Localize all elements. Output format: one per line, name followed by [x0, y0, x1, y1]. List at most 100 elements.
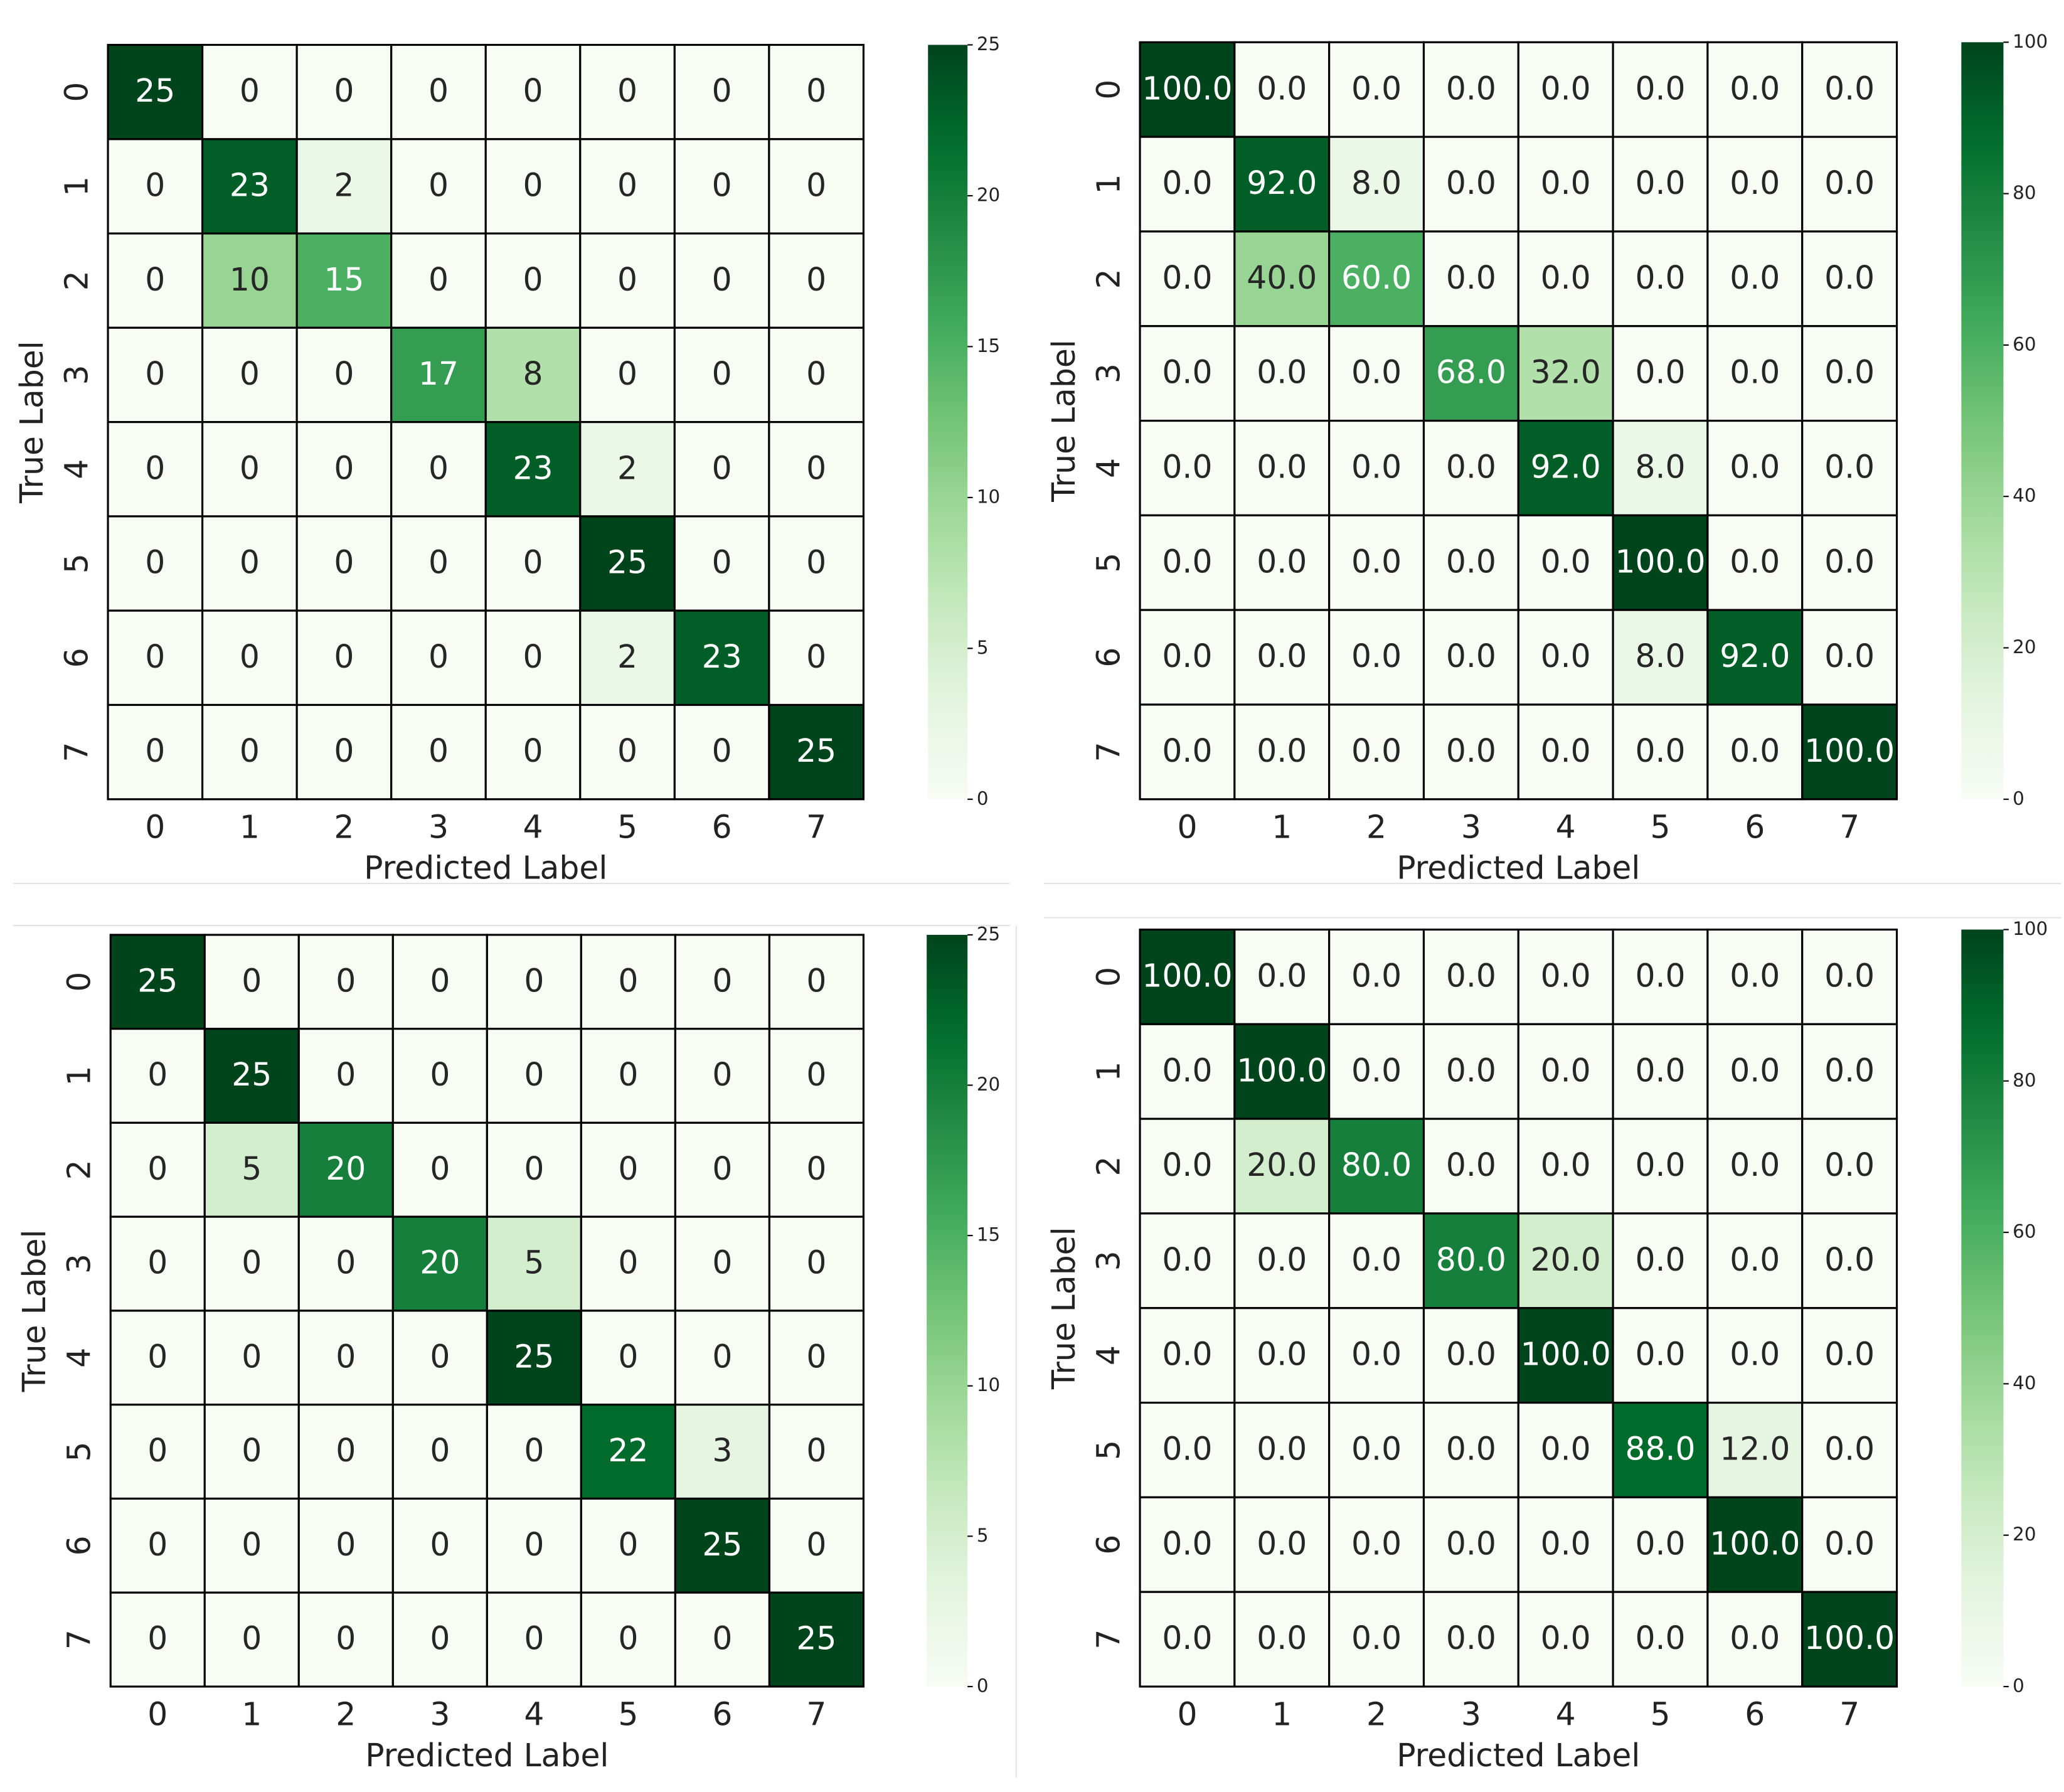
heatmap-cell — [295, 138, 393, 235]
heatmap-cell — [1706, 41, 1804, 138]
heatmap-cell — [484, 515, 582, 612]
heatmap-cell — [1233, 419, 1331, 516]
heatmap-cell — [768, 703, 865, 801]
y-tick-label: 3 — [61, 1254, 98, 1274]
x-tick-label: 4 — [1556, 809, 1576, 846]
cell-label: 0 — [524, 1432, 544, 1469]
heatmap-cell — [486, 1028, 582, 1124]
cell-label: 0.0 — [1541, 259, 1591, 296]
cell-label: 100.0 — [1804, 732, 1895, 769]
heatmap-cell — [768, 1309, 865, 1406]
cell-label: 0 — [806, 1150, 826, 1187]
cell-label: 0 — [242, 1526, 262, 1563]
colorbar-tick-label: 20 — [977, 184, 1000, 205]
colorbar-tick-label: 25 — [977, 923, 1000, 944]
cell-label: 8.0 — [1351, 164, 1402, 201]
cell-label: 0 — [147, 1432, 168, 1469]
cell-label: 0.0 — [1351, 1052, 1402, 1089]
colorbar-tick-label: 100 — [2013, 918, 2048, 939]
heatmap-cell — [390, 326, 487, 424]
y-tick-label: 5 — [58, 553, 95, 573]
cell-label: 0.0 — [1257, 1431, 1307, 1468]
colorbar-tick-label: 0 — [977, 787, 989, 809]
cell-label: 0.0 — [1541, 637, 1591, 675]
cell-label: 0 — [428, 261, 449, 298]
cell-label: 0.0 — [1162, 1525, 1212, 1562]
cell-label: 25 — [702, 1526, 742, 1563]
y-tick-label: 3 — [1090, 363, 1127, 383]
cell-label: 0.0 — [1824, 164, 1875, 201]
heatmap-cell — [297, 934, 394, 1030]
heatmap-cell — [579, 326, 676, 424]
cell-label: 100.0 — [1710, 1525, 1800, 1562]
heatmap-cell — [391, 1309, 488, 1406]
cell-label: 25 — [607, 544, 647, 581]
heatmap-cell — [1706, 1401, 1804, 1498]
x-tick-label: 7 — [1839, 1696, 1859, 1733]
heatmap-cell — [1612, 1401, 1709, 1498]
heatmap-cell — [297, 1497, 394, 1594]
heatmap-cell — [1706, 1496, 1804, 1593]
heatmap-cell — [203, 1028, 300, 1124]
heatmap-cell — [1139, 514, 1236, 611]
heatmap-cell — [1801, 703, 1898, 801]
x-tick-label: 7 — [1839, 809, 1859, 846]
cell-label: 0 — [712, 1620, 732, 1657]
cell-label: 0 — [147, 1338, 168, 1375]
cell-label: 88.0 — [1625, 1431, 1695, 1468]
heatmap-cell — [203, 934, 300, 1030]
cell-label: 0.0 — [1162, 637, 1212, 675]
colorbar-tick-label: 25 — [977, 33, 1000, 55]
cell-label: 0 — [240, 638, 260, 675]
y-tick-label: 1 — [61, 1066, 98, 1086]
cell-label: 0.0 — [1730, 1336, 1780, 1373]
heatmap-cell — [768, 1028, 865, 1124]
cell-label: 0 — [712, 261, 732, 298]
cell-label: 0.0 — [1635, 1241, 1685, 1278]
heatmap-cell — [1233, 703, 1331, 801]
colorbar-tick-label: 80 — [2013, 1069, 2036, 1091]
cell-label: 60.0 — [1341, 259, 1412, 296]
cell-label: 0 — [524, 1620, 544, 1657]
x-tick-label: 0 — [1177, 1696, 1197, 1733]
cell-label: 0 — [334, 449, 354, 486]
y-axis-label: True Label — [13, 341, 50, 504]
colorbar-tick-label: 0 — [2013, 1675, 2024, 1696]
cell-label: 8 — [523, 355, 543, 392]
heatmap-cell — [297, 1404, 394, 1500]
heatmap-cell — [109, 1028, 206, 1124]
x-tick-label: 0 — [1177, 809, 1197, 846]
y-tick-label: 6 — [58, 648, 95, 668]
heatmap-cell — [1422, 1117, 1519, 1215]
cell-label: 0 — [617, 167, 637, 204]
x-tick-label: 3 — [428, 809, 449, 846]
cell-label: 0.0 — [1730, 70, 1780, 107]
x-axis-label: Predicted Label — [365, 1737, 609, 1774]
cell-label: 0 — [240, 544, 260, 581]
cell-label: 92.0 — [1247, 164, 1317, 201]
y-tick-label: 3 — [58, 365, 95, 385]
colorbar — [1961, 929, 2004, 1687]
heatmap-cell — [1139, 41, 1236, 138]
x-tick-label: 6 — [1745, 1696, 1765, 1733]
heatmap-cell — [484, 138, 582, 235]
cell-label: 0.0 — [1824, 1146, 1875, 1183]
heatmap-cell — [1612, 136, 1709, 233]
cell-label: 0 — [428, 449, 449, 486]
heatmap-cell — [390, 232, 487, 329]
colorbar-tick-label: 60 — [2013, 1221, 2036, 1242]
heatmap-cell — [1801, 136, 1898, 233]
cell-label: 0.0 — [1257, 70, 1307, 107]
cell-label: 8.0 — [1635, 637, 1685, 675]
x-tick-label: 3 — [1461, 1696, 1481, 1733]
y-axis-label: True Label — [1045, 339, 1082, 503]
heatmap-cell — [1233, 1496, 1331, 1593]
cell-label: 0.0 — [1446, 1146, 1496, 1183]
cell-label: 0.0 — [1824, 1336, 1875, 1373]
cell-label: 0.0 — [1162, 1336, 1212, 1373]
cell-label: 0.0 — [1824, 1052, 1875, 1089]
cell-label: 0.0 — [1635, 354, 1685, 391]
cell-label: 0.0 — [1635, 1619, 1685, 1656]
heatmap-cell — [297, 1591, 394, 1688]
cell-label: 0 — [147, 1526, 168, 1563]
